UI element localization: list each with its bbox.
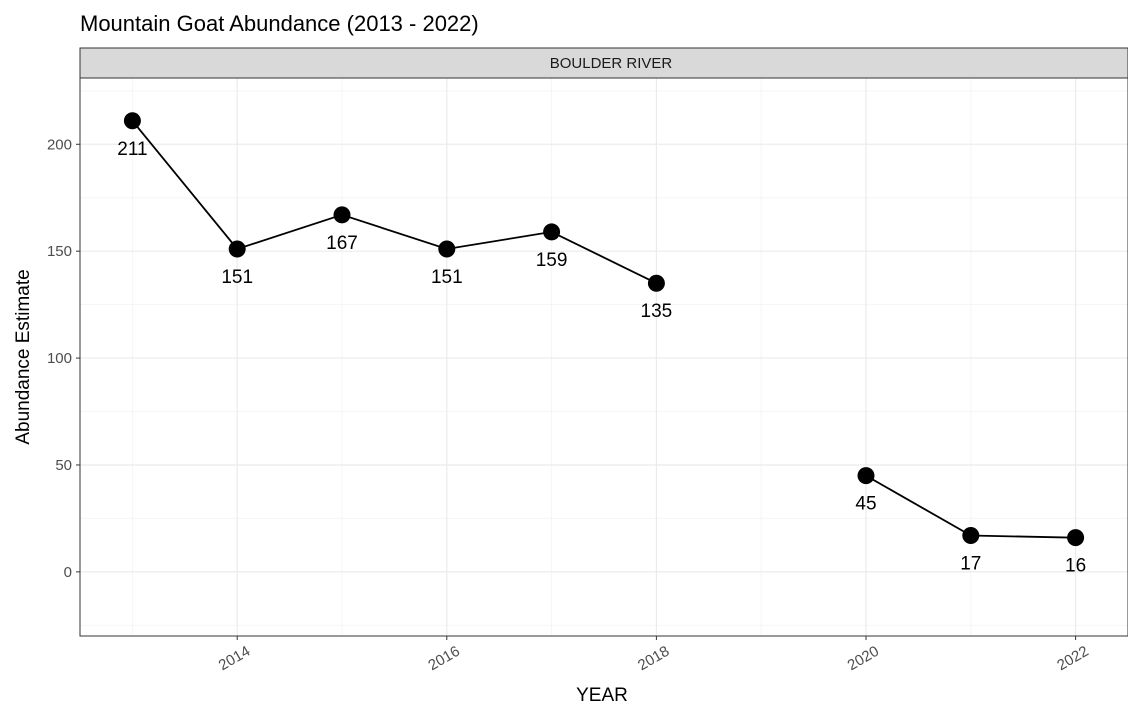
x-tick-label: 2018 [635, 643, 672, 674]
y-tick-label: 150 [47, 243, 72, 260]
data-point [438, 240, 456, 258]
panel-border [79, 77, 1128, 637]
data-point [543, 223, 561, 241]
y-tick-label: 100 [47, 350, 72, 367]
data-point [857, 467, 875, 485]
y-axis-title: Abundance Estimate [13, 269, 34, 444]
data-point [333, 206, 351, 224]
facet-label: BOULDER RIVER [550, 55, 673, 72]
series-points [123, 112, 1085, 547]
x-tick-label: 2022 [1054, 643, 1091, 674]
y-tick-label: 0 [64, 564, 72, 581]
data-label: 167 [326, 233, 358, 254]
data-label: 159 [536, 250, 568, 271]
series-line-segment [131, 120, 657, 285]
data-point [647, 274, 665, 292]
data-label: 151 [221, 267, 253, 288]
chart-title: Mountain Goat Abundance (2013 - 2022) [80, 11, 479, 36]
grid-minor [80, 78, 1128, 636]
data-point [123, 112, 141, 130]
plot-panel [80, 78, 1128, 636]
data-label: 151 [431, 267, 463, 288]
x-tick-label: 2014 [216, 643, 253, 674]
data-label: 211 [117, 139, 147, 160]
x-tick-label: 2020 [845, 643, 882, 674]
data-point [1067, 529, 1085, 547]
data-point [228, 240, 246, 258]
data-point [962, 527, 980, 545]
data-labels: 211 151 167 151 159 135 45 17 16 [117, 139, 1086, 577]
data-label: 16 [1065, 556, 1086, 577]
y-tick-label: 200 [47, 136, 72, 153]
y-tick-label: 50 [55, 457, 72, 474]
data-label: 17 [960, 554, 981, 575]
facet-strip [79, 47, 1128, 79]
x-axis-title: YEAR [576, 685, 628, 706]
data-label: 45 [855, 494, 876, 515]
x-tick-label: 2016 [425, 643, 462, 674]
x-axis: 2014 2016 2018 2020 2022 [216, 636, 1092, 674]
data-label: 135 [641, 301, 673, 322]
y-axis: 0 50 100 150 200 [47, 136, 80, 581]
